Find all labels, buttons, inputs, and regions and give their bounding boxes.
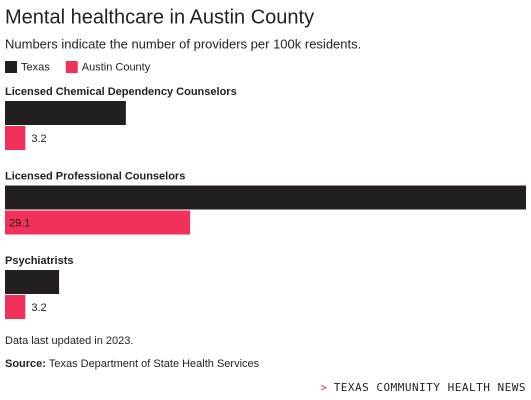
category-label: Licensed Professional Counselors [5, 170, 185, 182]
value-label: 3.2 [31, 302, 46, 314]
value-label: 19 [9, 108, 21, 120]
value-label: 29.1 [9, 217, 30, 229]
bar [5, 126, 26, 150]
bar [5, 101, 126, 125]
brand-marker: > [320, 381, 327, 394]
legend-swatch [5, 61, 17, 73]
source-text: Texas Department of State Health Service… [49, 358, 260, 370]
category-label: Licensed Chemical Dependency Counselors [5, 86, 237, 98]
note: Data last updated in 2023. [5, 335, 133, 347]
value-label: 81.9 [9, 192, 30, 204]
bar [5, 295, 26, 319]
bar [5, 270, 60, 294]
legend-label: Austin County [82, 61, 151, 73]
category-label: Psychiatrists [5, 255, 73, 267]
value-label: 8.5 [9, 277, 24, 289]
chart-title: Mental healthcare in Austin County [5, 6, 314, 28]
brand-name: TEXAS COMMUNITY HEALTH NEWS [334, 381, 526, 394]
bar [5, 210, 191, 235]
source: Source: Texas Department of State Health… [5, 358, 260, 370]
chart-subtitle: Numbers indicate the number of providers… [5, 36, 361, 51]
source-label: Source: [5, 358, 46, 370]
value-label: 3.2 [31, 133, 46, 145]
legend-label: Texas [21, 61, 50, 73]
legend-swatch [65, 61, 78, 73]
brand: > TEXAS COMMUNITY HEALTH NEWS [320, 381, 526, 394]
bar [5, 185, 526, 210]
